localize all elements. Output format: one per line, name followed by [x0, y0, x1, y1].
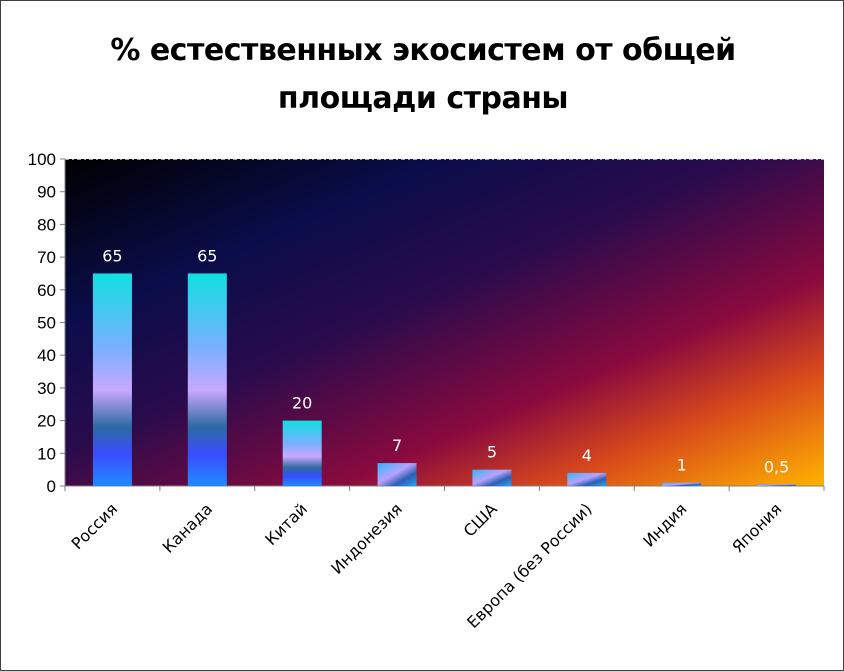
x-tick-label: Канада: [159, 499, 216, 556]
y-tick-label: 60: [37, 281, 56, 300]
data-label: 7: [392, 436, 402, 455]
y-tick-label: 90: [37, 183, 56, 202]
data-labels: 65 65 20 7 5 4 1 0,5: [102, 246, 789, 476]
plot-area: [65, 158, 824, 486]
bar: [757, 484, 797, 486]
data-label: 1: [677, 456, 687, 475]
bar: [187, 273, 227, 486]
data-label: 0,5: [764, 457, 789, 476]
bar: [567, 472, 607, 486]
plot-background: [65, 159, 824, 486]
y-tick-label: 80: [37, 215, 56, 234]
y-tick-label: 0: [47, 477, 56, 496]
y-tick-label: 30: [37, 379, 56, 398]
x-tick-label: США: [460, 499, 501, 540]
x-tick-label: Россия: [67, 499, 121, 553]
y-tick-label: 40: [37, 346, 56, 365]
y-tick-label: 10: [37, 444, 56, 463]
data-label: 65: [102, 246, 122, 265]
x-tick-label: Индия: [639, 499, 690, 550]
title-line-2: площади страны: [277, 81, 569, 116]
y-tick-label: 50: [37, 314, 56, 333]
y-tick-label: 100: [28, 150, 56, 169]
bar: [662, 482, 702, 486]
x-tick-label: Япония: [728, 499, 785, 556]
data-label: 20: [292, 394, 312, 413]
bar: [472, 469, 512, 486]
y-tick-label: 20: [37, 412, 56, 431]
x-tick-label: Индонезия: [327, 499, 406, 578]
bar: [282, 420, 322, 486]
title-line-1: % естественных экосистем от общей: [110, 33, 736, 68]
data-label: 5: [487, 443, 497, 462]
bar: [377, 463, 417, 486]
x-tick-label: Китай: [261, 499, 311, 549]
data-label: 65: [197, 246, 217, 265]
y-tick-label: 70: [37, 248, 56, 267]
bar: [92, 273, 132, 486]
bars: [92, 273, 797, 486]
data-label: 4: [582, 446, 592, 465]
chart-title: % естественных экосистем от общей площад…: [61, 27, 785, 123]
